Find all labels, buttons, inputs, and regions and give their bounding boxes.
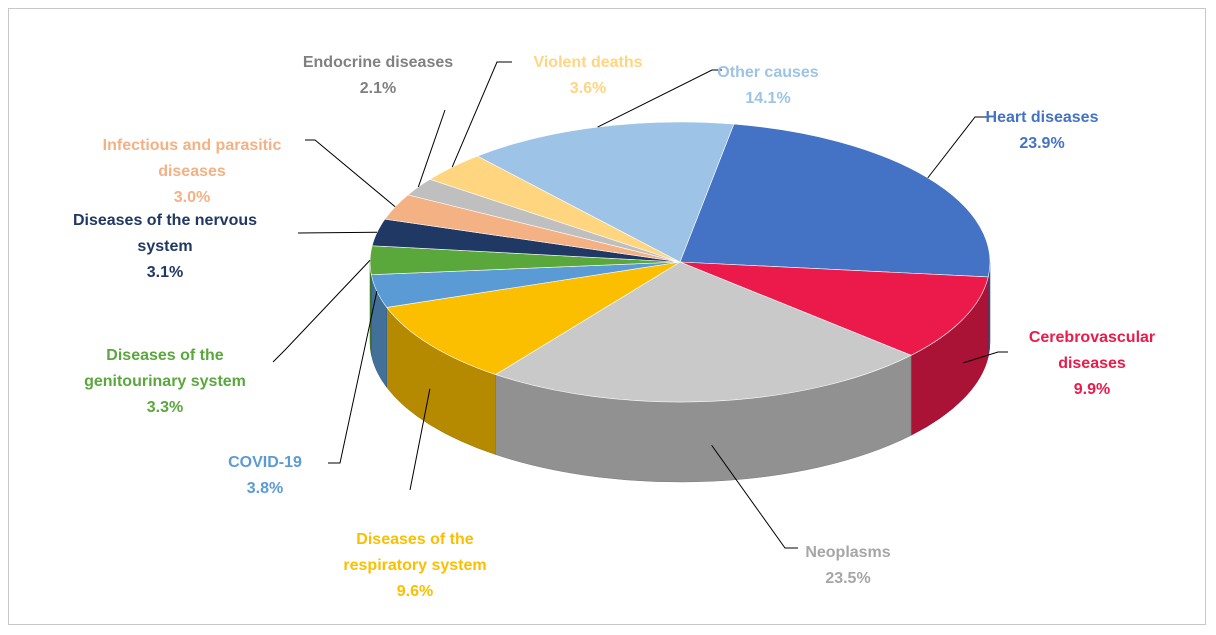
- value-label: 3.3%: [146, 399, 184, 416]
- data-label: Diseases of the genitourinary system 3.3%: [60, 343, 270, 421]
- slice-sides: [369, 261, 991, 483]
- value-label: 14.1%: [745, 90, 791, 107]
- data-label: Neoplasms 23.5%: [778, 540, 918, 592]
- leader-line: [297, 231, 378, 234]
- leader-line: [597, 69, 722, 128]
- leader-line: [711, 444, 798, 549]
- data-label: Diseases of the respiratory system 9.6%: [315, 527, 515, 605]
- category-label: Infectious and parasitic diseases: [102, 137, 282, 180]
- leader-line: [272, 259, 371, 363]
- data-label: Infectious and parasitic diseases 3.0%: [67, 133, 317, 211]
- data-label: Violent deaths 3.6%: [508, 50, 668, 102]
- category-label: Other causes: [717, 64, 819, 81]
- data-label: Diseases of the nervous system 3.1%: [50, 208, 280, 286]
- value-label: 9.6%: [396, 583, 434, 600]
- data-label: Other causes 14.1%: [688, 60, 848, 112]
- slice: [679, 123, 991, 278]
- value-label: 3.6%: [569, 80, 607, 97]
- slice-side: [369, 261, 372, 355]
- leader-line: [417, 109, 446, 188]
- leader-line: [927, 116, 990, 179]
- slice: [679, 261, 989, 356]
- category-label: Heart diseases: [985, 109, 1099, 126]
- leader-line: [451, 61, 512, 168]
- value-label: 23.9%: [1019, 135, 1065, 152]
- value-label: 2.1%: [359, 80, 397, 97]
- leader-line: [963, 351, 1008, 364]
- chart-frame: [8, 8, 1206, 625]
- leader-line: [328, 291, 378, 464]
- category-label: Diseases of the genitourinary system: [84, 347, 246, 390]
- category-label: COVID-19: [228, 454, 302, 471]
- slice: [494, 261, 912, 403]
- slice: [386, 261, 681, 375]
- value-label: 3.1%: [146, 264, 184, 281]
- leader-line: [409, 388, 431, 491]
- category-label: Neoplasms: [805, 544, 891, 561]
- data-label: COVID-19 3.8%: [210, 450, 320, 502]
- category-label: Diseases of the respiratory system: [343, 531, 487, 574]
- data-label: Heart diseases 23.9%: [957, 105, 1127, 157]
- category-label: Violent deaths: [533, 54, 643, 71]
- value-label: 3.8%: [246, 480, 284, 497]
- category-label: Cerebrovascular diseases: [1028, 329, 1156, 372]
- value-label: 9.9%: [1073, 381, 1111, 398]
- data-label: Cerebrovascular diseases 9.9%: [1007, 325, 1177, 403]
- value-label: 23.5%: [825, 570, 871, 587]
- data-label: Endocrine diseases 2.1%: [278, 50, 478, 102]
- category-label: Diseases of the nervous system: [72, 212, 258, 255]
- value-label: 3.0%: [173, 189, 211, 206]
- leader-line: [305, 139, 396, 208]
- category-label: Endocrine diseases: [302, 54, 454, 71]
